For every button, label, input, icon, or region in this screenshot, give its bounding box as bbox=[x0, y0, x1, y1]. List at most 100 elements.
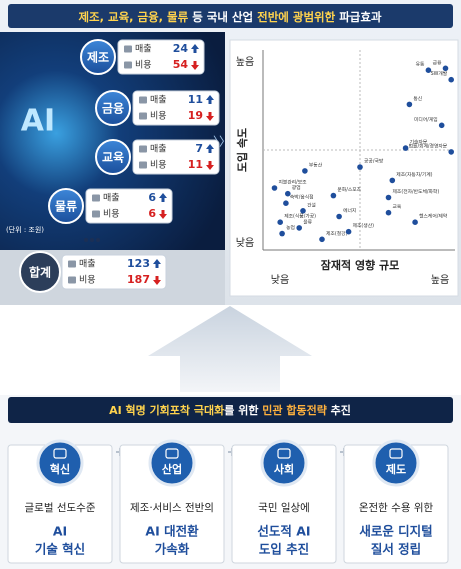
point-label: 기술자문 bbox=[410, 139, 428, 146]
sector-name: 교육 bbox=[102, 150, 124, 165]
pillar-circle bbox=[372, 439, 420, 487]
point bbox=[442, 65, 449, 72]
point bbox=[302, 168, 308, 174]
point-label: 금융 bbox=[433, 60, 442, 66]
point-label: 제조(철강) bbox=[326, 230, 348, 237]
up-icon bbox=[206, 95, 214, 104]
pillar-circle bbox=[36, 439, 84, 487]
pillar-icon bbox=[389, 448, 403, 459]
point bbox=[412, 219, 418, 225]
point bbox=[402, 145, 409, 151]
row-icon bbox=[68, 260, 76, 268]
row-label: 비용 bbox=[103, 209, 120, 220]
point-label: 제조(자동차/기계) bbox=[396, 171, 432, 178]
point bbox=[425, 67, 432, 73]
row-icon bbox=[68, 276, 76, 284]
point-label: 교육 bbox=[393, 204, 402, 210]
point bbox=[330, 192, 337, 199]
pillar-line2: 선도적 AI bbox=[257, 524, 310, 539]
point bbox=[385, 194, 392, 201]
down-icon bbox=[206, 161, 214, 170]
row-icon bbox=[92, 194, 100, 202]
row-icon bbox=[139, 161, 147, 169]
point-label: 농업 bbox=[286, 224, 295, 231]
point-label: 지불관리/보조 bbox=[279, 179, 308, 186]
point bbox=[279, 230, 285, 237]
point-label: SW개발 bbox=[431, 70, 448, 77]
pillar-line1: 글로벌 선도수준 bbox=[25, 502, 96, 514]
point bbox=[271, 185, 278, 191]
pillar-line2: AI 대전환 bbox=[145, 524, 199, 539]
banner-segment: 추진 bbox=[327, 403, 351, 417]
point-label: 통신 bbox=[413, 95, 422, 102]
pillar-line2: 새로운 디지털 bbox=[359, 524, 432, 539]
pillar-line1: 제조·서비스 전반의 bbox=[130, 502, 214, 514]
point-label: 문화/스포츠 bbox=[337, 187, 361, 193]
row-icon bbox=[139, 145, 147, 153]
sector-box bbox=[132, 90, 220, 126]
row-label: 매출 bbox=[79, 259, 96, 270]
row-value: 6 bbox=[148, 191, 156, 204]
point bbox=[285, 190, 291, 197]
ellipsis-dot bbox=[90, 238, 94, 242]
unit-label: (단위 : 조원) bbox=[6, 225, 44, 234]
point bbox=[385, 209, 392, 216]
row-value: 54 bbox=[173, 58, 189, 71]
row-label: 비용 bbox=[150, 111, 167, 122]
point bbox=[357, 164, 363, 170]
down-icon bbox=[191, 61, 199, 70]
row-label: 매출 bbox=[150, 144, 167, 155]
pillar-tag: 혁신 bbox=[50, 462, 70, 476]
point bbox=[389, 177, 396, 184]
point bbox=[345, 228, 352, 235]
banner-segment: 전반에 광범위한 bbox=[257, 10, 335, 24]
down-icon bbox=[159, 210, 167, 219]
sector-circle bbox=[19, 251, 61, 293]
pillar-line1: 국민 일상에 bbox=[258, 501, 310, 514]
down-icon bbox=[206, 112, 214, 121]
point-label: 건설 bbox=[307, 201, 316, 208]
row-label: 비용 bbox=[150, 160, 167, 171]
up-arrow bbox=[148, 306, 312, 392]
point-label: 제조(전자/반도체/화학) bbox=[393, 188, 440, 195]
banner-segment: 를 위한 bbox=[224, 403, 262, 417]
down-icon bbox=[153, 276, 161, 285]
chart-panel bbox=[229, 39, 459, 297]
row-label: 매출 bbox=[150, 95, 167, 106]
ai-label: AI bbox=[21, 104, 55, 139]
point bbox=[300, 208, 306, 214]
x-low-label: 낮음 bbox=[271, 274, 289, 286]
ellipsis-dot bbox=[84, 238, 88, 242]
sector-name: 제조 bbox=[87, 51, 109, 65]
row-label: 매출 bbox=[103, 193, 120, 204]
point bbox=[336, 213, 342, 220]
sector-box bbox=[61, 254, 167, 290]
point-label: 에너지 bbox=[343, 207, 356, 214]
point-label: 미디어/게임 bbox=[414, 116, 438, 123]
point-label: 광업 bbox=[292, 184, 301, 191]
row-value: 11 bbox=[188, 158, 203, 171]
row-value: 6 bbox=[148, 207, 156, 220]
banner-text: AI 혁명 기회포착 극대화를 위한 민관 합동전략 추진 bbox=[109, 403, 351, 417]
pillar-line3: 가속화 bbox=[155, 542, 190, 557]
header-banner bbox=[8, 4, 453, 28]
point bbox=[448, 149, 455, 155]
x-axis-label: 잠재적 영향 규모 bbox=[321, 258, 400, 272]
banner-segment: 파급효과 bbox=[335, 10, 382, 24]
point bbox=[283, 200, 289, 206]
strategy-banner bbox=[8, 397, 453, 423]
y-axis-label: 도입 속도 bbox=[236, 128, 249, 172]
banner-segment: 제조, 교육, 금융, 물류 bbox=[78, 10, 188, 24]
y-high-label: 높음 bbox=[236, 56, 254, 68]
point bbox=[448, 76, 455, 83]
up-icon bbox=[159, 193, 167, 202]
row-value: 123 bbox=[127, 257, 150, 270]
pillar-line1: 온전한 수용 위한 bbox=[359, 501, 434, 514]
point-label: 제조(생산) bbox=[353, 222, 375, 229]
pillar-icon bbox=[277, 448, 291, 459]
sector-circle bbox=[48, 188, 84, 224]
point-label: 공공/국방 bbox=[364, 158, 384, 165]
pillar-circle bbox=[260, 439, 308, 487]
point-label: 숙박/음식점 bbox=[290, 194, 314, 201]
point-label: 헬스케어/제약 bbox=[419, 213, 448, 220]
